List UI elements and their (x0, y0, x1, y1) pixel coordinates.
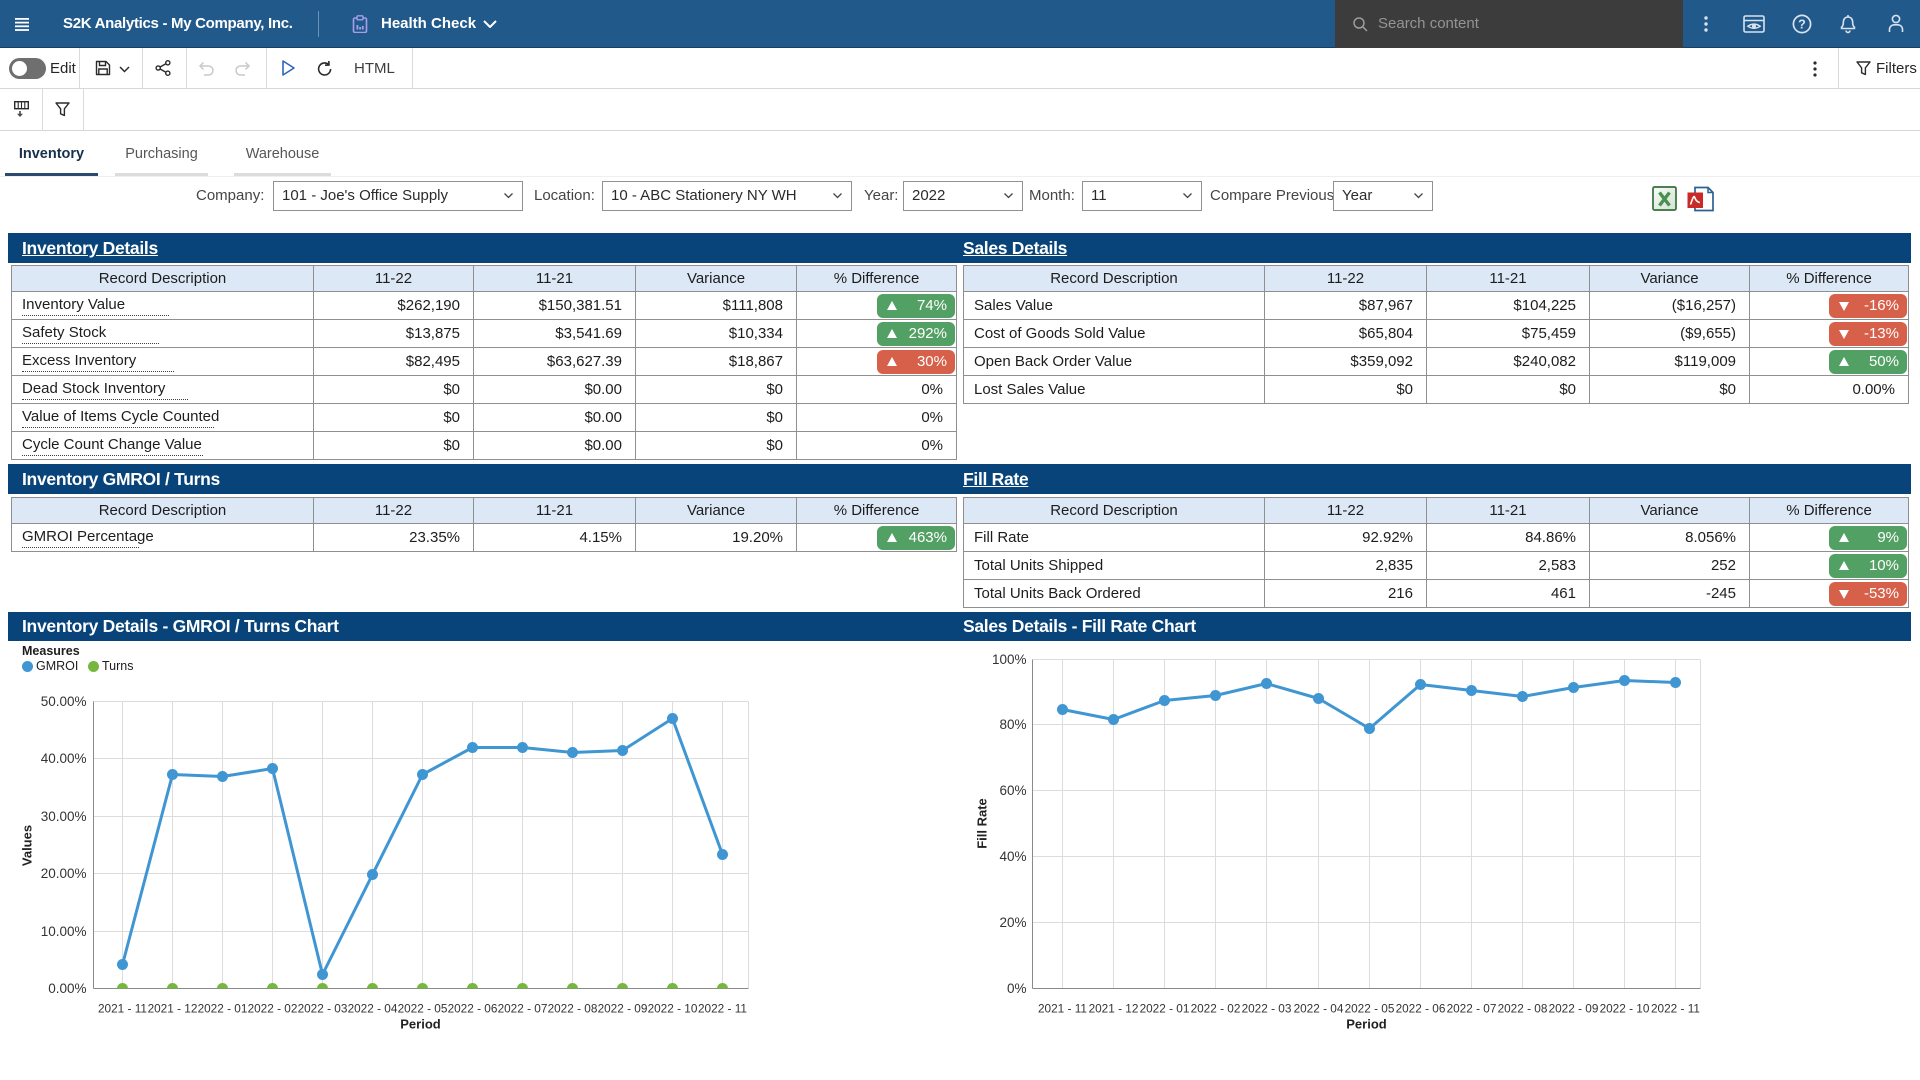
svg-text:2022 - 01: 2022 - 01 (198, 1002, 248, 1016)
svg-text:50.00%: 50.00% (41, 694, 87, 709)
svg-text:30.00%: 30.00% (41, 809, 87, 824)
svg-text:40%: 40% (999, 849, 1026, 864)
svg-text:2022 - 06: 2022 - 06 (448, 1002, 498, 1016)
svg-text:100%: 100% (992, 652, 1027, 667)
svg-text:10.00%: 10.00% (41, 924, 87, 939)
svg-text:0.00%: 0.00% (48, 981, 86, 996)
svg-text:20%: 20% (999, 915, 1026, 930)
svg-text:2022 - 05: 2022 - 05 (398, 1002, 448, 1016)
svg-text:2022 - 08: 2022 - 08 (548, 1002, 598, 1016)
svg-text:Period: Period (400, 1017, 441, 1032)
svg-text:2022 - 05: 2022 - 05 (1345, 1002, 1395, 1016)
svg-text:2022 - 09: 2022 - 09 (1549, 1002, 1599, 1016)
svg-text:2022 - 06: 2022 - 06 (1396, 1002, 1446, 1016)
svg-text:2022 - 10: 2022 - 10 (648, 1002, 698, 1016)
svg-text:2021 - 11: 2021 - 11 (98, 1002, 147, 1016)
svg-text:2022 - 02: 2022 - 02 (1191, 1002, 1241, 1016)
svg-text:2022 - 07: 2022 - 07 (498, 1002, 548, 1016)
svg-text:2021 - 11: 2021 - 11 (1038, 1002, 1087, 1016)
svg-text:2022 - 01: 2022 - 01 (1140, 1002, 1190, 1016)
svg-text:2022 - 03: 2022 - 03 (298, 1002, 348, 1016)
svg-text:Fill Rate: Fill Rate (975, 798, 990, 849)
svg-text:2022 - 09: 2022 - 09 (598, 1002, 648, 1016)
svg-text:2022 - 02: 2022 - 02 (248, 1002, 298, 1016)
svg-text:2022 - 11: 2022 - 11 (698, 1002, 747, 1016)
svg-text:0%: 0% (1007, 981, 1027, 996)
svg-text:2022 - 11: 2022 - 11 (1651, 1002, 1700, 1016)
svg-text:20.00%: 20.00% (41, 866, 87, 881)
svg-text:2022 - 03: 2022 - 03 (1242, 1002, 1292, 1016)
svg-text:Period: Period (1346, 1017, 1387, 1032)
svg-text:2021 - 12: 2021 - 12 (148, 1002, 198, 1016)
svg-text:2022 - 04: 2022 - 04 (348, 1002, 398, 1016)
svg-text:2022 - 04: 2022 - 04 (1294, 1002, 1344, 1016)
svg-text:Values: Values (20, 825, 35, 866)
svg-text:?: ? (1798, 17, 1806, 31)
svg-text:80%: 80% (999, 717, 1026, 732)
svg-text:2022 - 07: 2022 - 07 (1447, 1002, 1497, 1016)
svg-text:2022 - 10: 2022 - 10 (1600, 1002, 1650, 1016)
svg-text:2021 - 12: 2021 - 12 (1089, 1002, 1139, 1016)
svg-text:40.00%: 40.00% (41, 751, 87, 766)
svg-text:60%: 60% (999, 783, 1026, 798)
svg-text:2022 - 08: 2022 - 08 (1498, 1002, 1548, 1016)
